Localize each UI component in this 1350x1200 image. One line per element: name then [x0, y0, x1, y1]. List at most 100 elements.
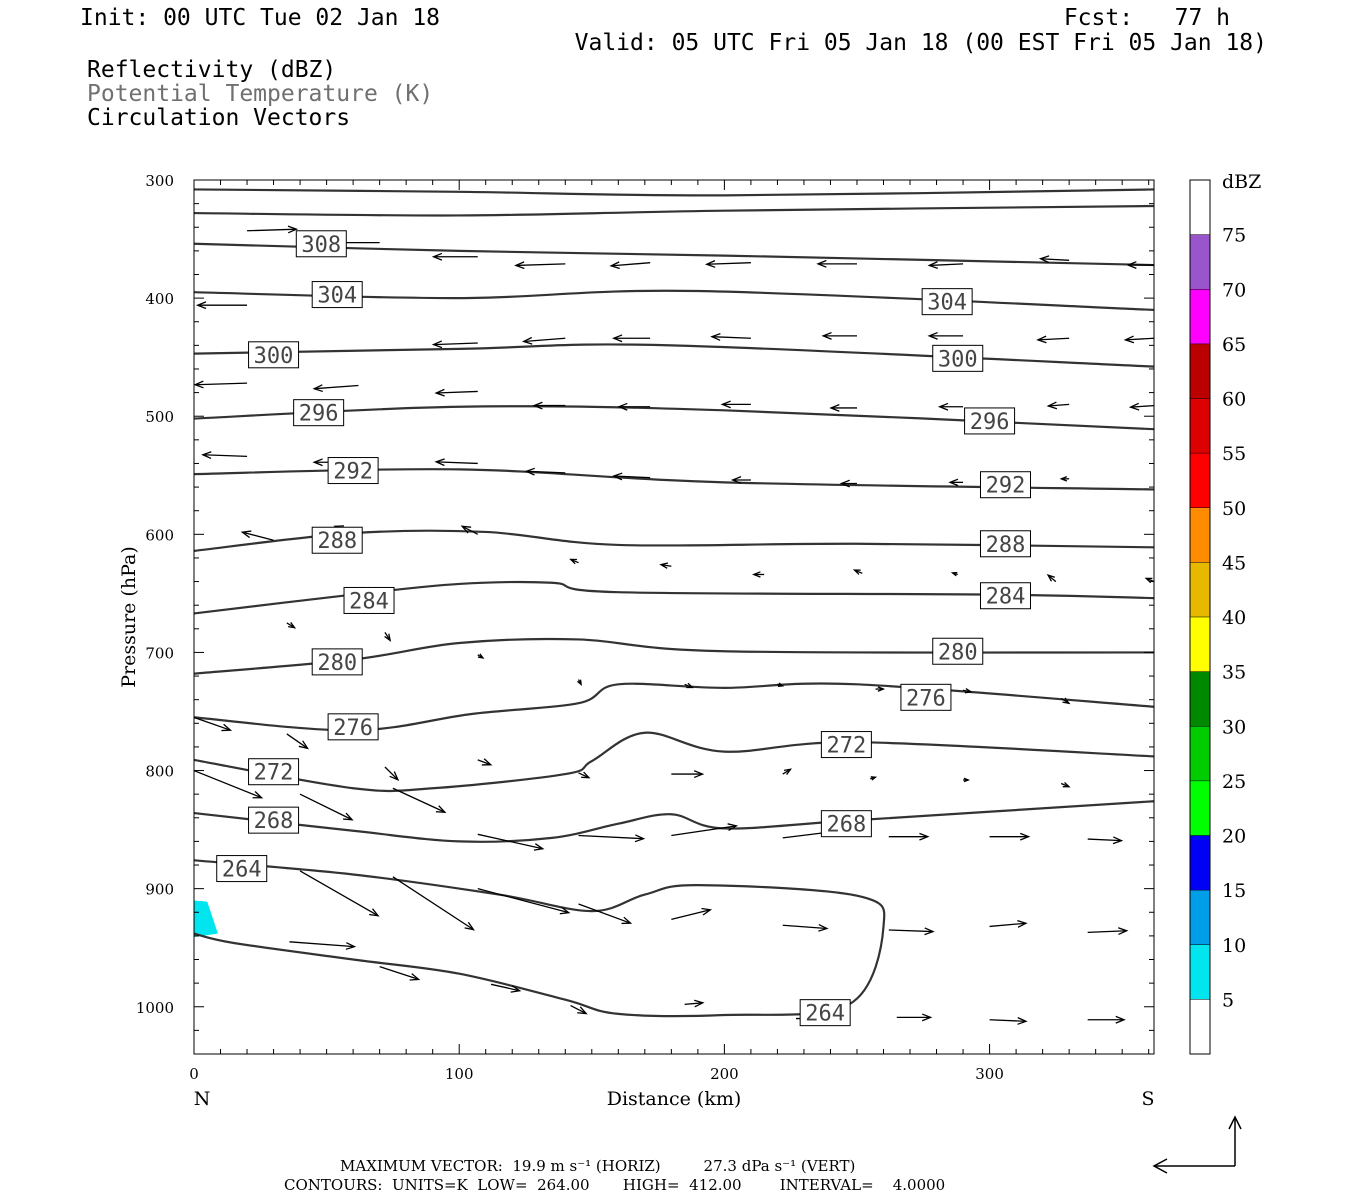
isentrope-line-268 [194, 800, 1154, 843]
isentrope-label-box [311, 526, 363, 554]
reflectivity-fill-layer [194, 900, 218, 938]
vector-shaft [384, 766, 399, 781]
vector-shaft [202, 454, 248, 458]
vector-shaft [1037, 337, 1070, 341]
vector-head [481, 758, 493, 766]
vector-head [701, 907, 713, 916]
y-tick-label-400: 400 [145, 290, 174, 308]
vector-head [1062, 697, 1071, 705]
vector-head [460, 525, 472, 534]
colorbar-bin-35 [1190, 617, 1210, 672]
colorbar-bin-65 [1190, 289, 1210, 344]
vector-head [524, 467, 535, 476]
reference-vector-icon [1152, 1115, 1242, 1174]
circulation-vector [659, 562, 672, 569]
circulation-vector [816, 259, 857, 268]
isentrope-label-284-0: 284 [349, 589, 389, 614]
vector-head [852, 569, 861, 575]
vector-head [384, 633, 392, 642]
isentrope-label-box [799, 999, 851, 1027]
vector-head [839, 479, 850, 488]
isentrope-line-264 [194, 859, 886, 1018]
vector-head [533, 843, 545, 851]
y-tick-label-700: 700 [145, 644, 174, 662]
circulation-vector [937, 402, 964, 411]
circulation-vector [896, 1013, 933, 1022]
isentrope-line-1 [194, 204, 1154, 217]
vector-shaft [578, 772, 590, 779]
isentrope-label-box [248, 341, 300, 369]
vector-head [389, 771, 400, 782]
x-tick-label-200: 200 [710, 1065, 739, 1083]
y-tick-label-1000: 1000 [136, 999, 174, 1017]
vector-head [1046, 574, 1055, 582]
vector-layer [194, 225, 1154, 1025]
vector-head [577, 679, 582, 686]
vector-head [312, 458, 323, 467]
vector-head [694, 999, 705, 1008]
vector-head [964, 687, 973, 694]
circulation-vector [710, 333, 751, 341]
vector-head [704, 260, 716, 268]
vector-head [948, 478, 959, 487]
init-time: Init: 00 UTC Tue 02 Jan 18 [80, 5, 441, 31]
circulation-vector [477, 653, 485, 659]
isentrope-label-box [248, 806, 300, 834]
circulation-vector [578, 834, 646, 843]
vector-shaft [379, 965, 419, 981]
vector-shaft [392, 787, 446, 813]
circulation-vector [704, 260, 751, 268]
colorbar-label-70: 70 [1222, 279, 1246, 301]
contour-info-note: CONTOURS: UNITS=K LOW= 264.00 HIGH= 412.… [284, 1176, 946, 1194]
circulation-vector [875, 686, 886, 692]
isentrope-label-280-0: 280 [317, 651, 357, 676]
vector-shaft [570, 1004, 587, 1015]
circulation-vector [617, 402, 651, 411]
vector-head [194, 380, 204, 389]
circulation-vector [720, 400, 751, 409]
circulation-vector [240, 530, 274, 541]
circulation-vector [289, 941, 357, 950]
vector-shaft [578, 834, 644, 840]
vector-head [924, 927, 935, 936]
isentrope-label-box [216, 855, 268, 883]
circulation-vector [524, 467, 566, 476]
colorbar-label-65: 65 [1222, 334, 1246, 356]
valid-time: Valid: 05 UTC Fri 05 Jan 18 (00 EST Fri … [574, 30, 1267, 56]
circulation-vector [1060, 781, 1071, 788]
colorbar-label-10: 10 [1222, 935, 1246, 957]
isentrope-label-box [343, 586, 395, 614]
isentrope-label-300-1: 300 [938, 347, 978, 372]
vector-head [727, 823, 739, 831]
vector-head [1017, 1017, 1028, 1025]
vector-shaft [433, 342, 478, 346]
isentrope-label-box [311, 281, 363, 309]
circulation-vector [194, 380, 248, 389]
vector-shaft [392, 876, 474, 931]
colorbar-bin-70 [1190, 234, 1210, 290]
vector-head [369, 908, 380, 917]
isentrope-label-308-0: 308 [301, 233, 341, 258]
circulation-vector [490, 983, 522, 993]
vector-shaft [1048, 403, 1070, 407]
vector-head [409, 973, 421, 981]
vector-head [464, 921, 475, 931]
vector-head [195, 301, 207, 310]
circulation-vector [434, 458, 478, 467]
circulation-vector [194, 716, 233, 732]
vector-shaft [286, 733, 308, 749]
vector-shaft [314, 384, 359, 390]
vector-head [611, 334, 623, 343]
circulation-vector [578, 903, 633, 925]
circulation-vector [671, 823, 739, 837]
circulation-vector [379, 965, 421, 981]
vector-head [816, 259, 827, 268]
y-tick-label-500: 500 [145, 408, 174, 426]
vector-head [1046, 401, 1058, 410]
vector-shaft [247, 228, 297, 232]
isentrope-label-268-1: 268 [827, 813, 867, 838]
circulation-vector [434, 388, 478, 397]
isentrope-label-box [964, 407, 1016, 435]
colorbar-bin-10 [1190, 890, 1210, 945]
isentrope-label-box [932, 344, 984, 372]
